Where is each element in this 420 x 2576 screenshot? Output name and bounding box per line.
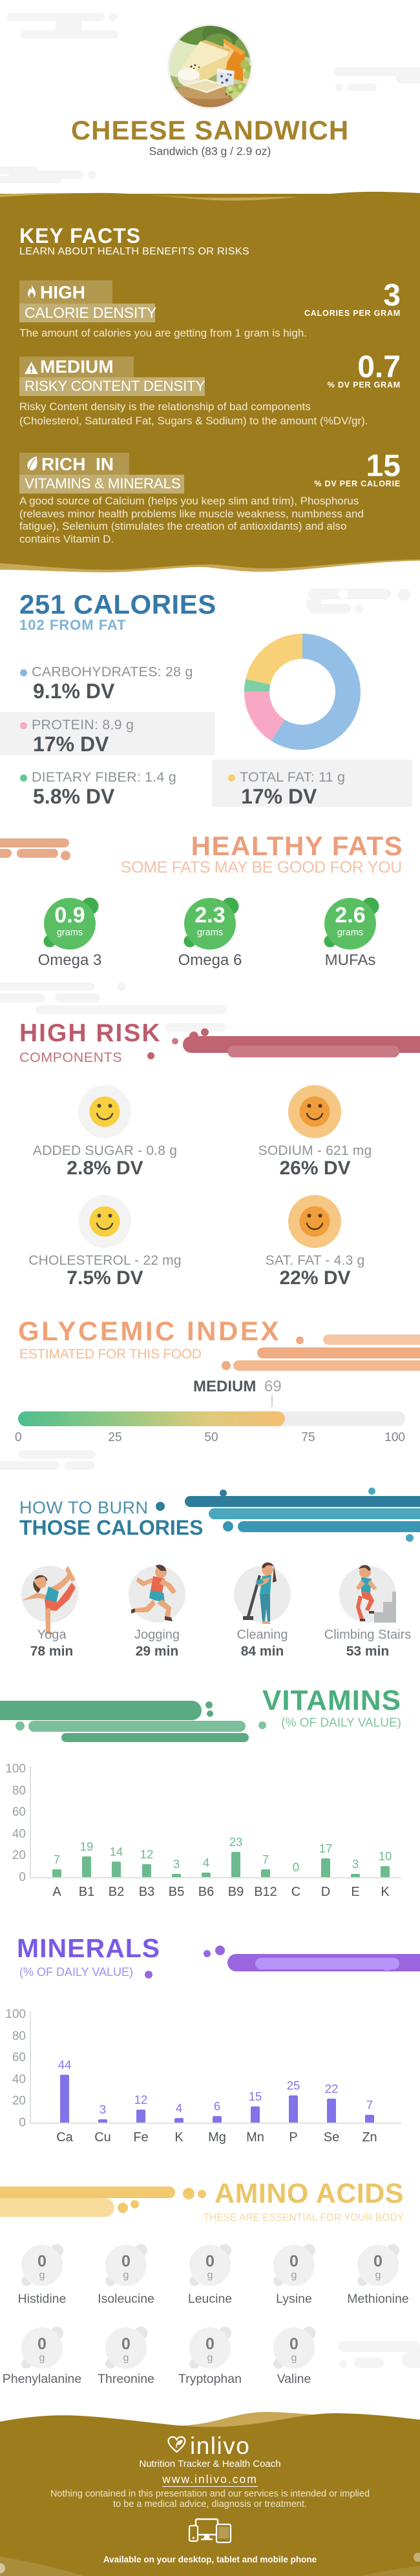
svg-text:0: 0 bbox=[289, 2335, 299, 2353]
svg-text:0: 0 bbox=[205, 2252, 215, 2270]
svg-text:g: g bbox=[39, 2270, 45, 2281]
svg-text:0: 0 bbox=[121, 2335, 131, 2353]
svg-text:2.3: 2.3 bbox=[194, 903, 225, 928]
svg-text:0: 0 bbox=[37, 2252, 47, 2270]
svg-text:grams: grams bbox=[337, 928, 363, 938]
svg-text:grams: grams bbox=[57, 928, 83, 938]
svg-text:0: 0 bbox=[289, 2252, 299, 2270]
svg-text:g: g bbox=[207, 2270, 213, 2281]
svg-text:g: g bbox=[291, 2270, 297, 2281]
svg-text:g: g bbox=[123, 2353, 129, 2363]
svg-text:g: g bbox=[291, 2353, 297, 2363]
svg-text:g: g bbox=[207, 2353, 213, 2363]
svg-text:0: 0 bbox=[205, 2335, 215, 2353]
svg-text:g: g bbox=[123, 2270, 129, 2281]
svg-text:grams: grams bbox=[197, 928, 223, 938]
svg-text:g: g bbox=[375, 2270, 381, 2281]
svg-text:0: 0 bbox=[373, 2252, 383, 2270]
svg-text:0: 0 bbox=[121, 2252, 131, 2270]
svg-text:g: g bbox=[39, 2353, 45, 2363]
svg-text:0: 0 bbox=[37, 2335, 47, 2353]
svg-text:0.9: 0.9 bbox=[54, 903, 85, 928]
svg-text:2.6: 2.6 bbox=[335, 903, 365, 928]
